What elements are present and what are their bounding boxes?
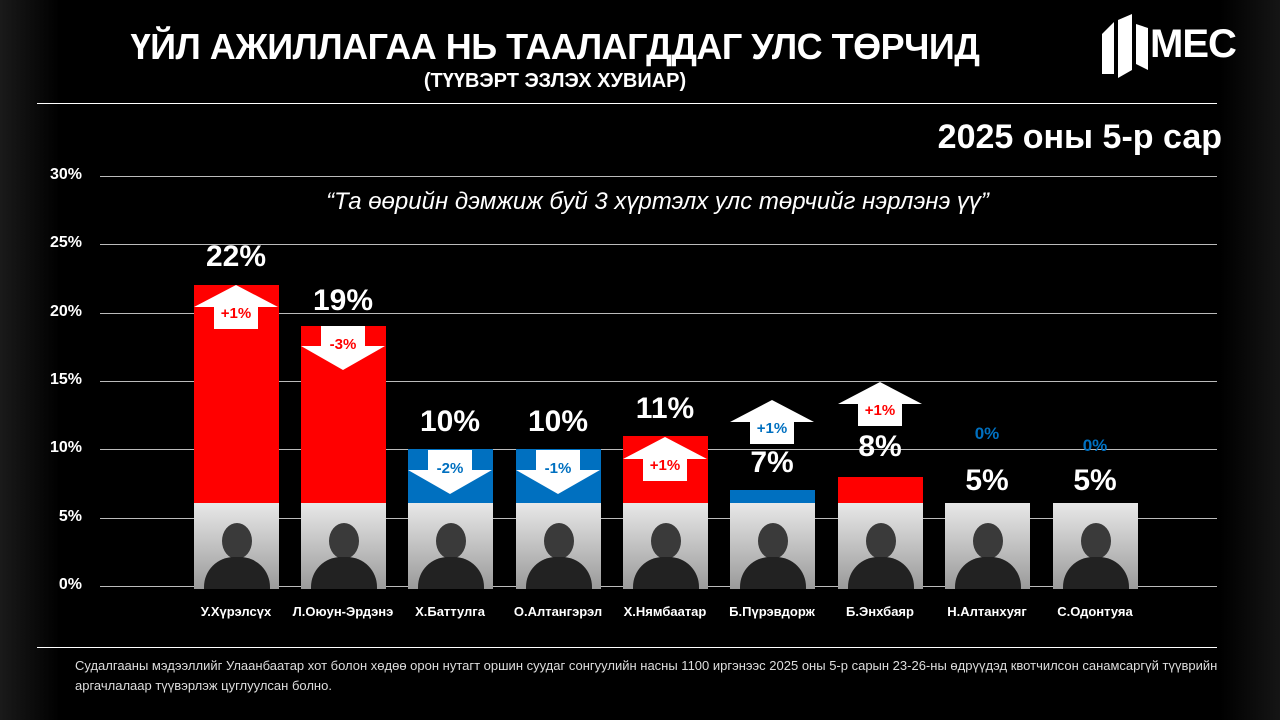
gridline <box>100 312 1217 314</box>
gridline <box>100 244 1217 246</box>
candidate-photo <box>623 503 708 589</box>
survey-date: 2025 оны 5-р сар <box>937 118 1222 156</box>
candidate-photo <box>1053 503 1138 589</box>
person-body-icon <box>1063 557 1129 589</box>
change-label: 0% <box>1082 436 1108 455</box>
person-body-icon <box>526 557 592 589</box>
person-head-icon <box>651 523 681 559</box>
person-head-icon <box>1081 523 1111 559</box>
category-label: У.Хүрэлсүх <box>200 604 272 619</box>
candidate-photo <box>194 503 279 589</box>
candidate-photo <box>945 503 1030 589</box>
person-head-icon <box>758 523 788 559</box>
footer-divider <box>37 647 1217 648</box>
candidate-photo <box>408 503 493 589</box>
person-head-icon <box>222 523 252 559</box>
category-label: Л.Оюун-Эрдэнэ <box>292 604 394 619</box>
person-body-icon <box>740 557 806 589</box>
person-head-icon <box>973 523 1003 559</box>
change-label: -2% <box>436 460 464 477</box>
person-body-icon <box>311 557 377 589</box>
change-label: +1% <box>864 402 896 419</box>
candidate-photo <box>838 503 923 589</box>
person-body-icon <box>418 557 484 589</box>
up-arrow-icon: +1% <box>194 285 278 329</box>
up-arrow-icon: +1% <box>838 382 922 426</box>
value-label: 5% <box>965 464 1009 497</box>
gridline <box>100 381 1217 382</box>
change-label: +1% <box>220 305 252 322</box>
page-subtitle: (ТҮҮВЭРТ ЭЗЛЭХ ХУВИАР) <box>423 70 687 92</box>
person-head-icon <box>544 523 574 559</box>
value-label: 10% <box>527 405 589 438</box>
up-arrow-icon: +1% <box>623 437 707 481</box>
candidate-photo <box>301 503 386 589</box>
survey-question: “Та өөрийн дэмжиж буй 3 хүртэлх улс төрч… <box>326 188 989 215</box>
mec-logo-icon <box>1102 14 1148 78</box>
value-label: 10% <box>419 405 481 438</box>
category-label: О.Алтангэрэл <box>513 604 603 619</box>
category-label: Х.Нямбаатар <box>623 604 707 619</box>
value-label: 8% <box>858 430 902 463</box>
down-arrow-icon: -2% <box>408 450 492 494</box>
y-tick-label: 15% <box>49 371 82 388</box>
header-divider <box>37 103 1217 104</box>
y-tick-label: 0% <box>58 576 82 593</box>
y-tick-label: 5% <box>58 507 82 525</box>
person-head-icon <box>866 523 896 559</box>
value-label: 19% <box>312 284 374 317</box>
y-tick-label: 10% <box>49 439 82 457</box>
gridline <box>100 176 1217 177</box>
down-arrow-icon: -1% <box>516 450 600 494</box>
change-label: +1% <box>756 420 788 437</box>
y-tick-label: 20% <box>49 302 82 320</box>
logo-text: MEC <box>1150 22 1237 66</box>
person-head-icon <box>329 523 359 559</box>
candidate-photo <box>516 503 601 589</box>
down-arrow-icon: -3% <box>301 326 385 370</box>
value-label: 7% <box>750 446 794 479</box>
change-label: +1% <box>649 457 681 474</box>
person-body-icon <box>955 557 1021 589</box>
value-label: 5% <box>1073 464 1117 497</box>
value-label: 11% <box>635 392 695 425</box>
candidate-photo <box>730 503 815 589</box>
person-body-icon <box>633 557 699 589</box>
category-label: Б.Энхбаяр <box>846 604 914 619</box>
page-title: ҮЙЛ АЖИЛЛАГАА НЬ ТААЛАГДДАГ УЛС ТӨРЧИД <box>130 26 980 67</box>
category-label: Б.Пүрэвдорж <box>729 604 815 619</box>
person-head-icon <box>436 523 466 559</box>
change-label: 0% <box>974 424 1000 443</box>
y-tick-label: 25% <box>49 234 82 252</box>
person-body-icon <box>848 557 914 589</box>
person-body-icon <box>204 557 270 589</box>
category-label: Н.Алтанхуяг <box>947 604 1027 619</box>
up-arrow-icon: +1% <box>730 400 814 444</box>
change-label: -3% <box>329 336 357 353</box>
value-label: 22% <box>205 240 267 273</box>
category-label: С.Одонтуяа <box>1057 604 1133 619</box>
y-tick-label: 30% <box>49 166 82 183</box>
change-label: -1% <box>544 460 572 477</box>
footnote: Судалгааны мэдээллийг Улаанбаатар хот бо… <box>75 658 1218 693</box>
category-label: Х.Баттулга <box>415 604 485 619</box>
